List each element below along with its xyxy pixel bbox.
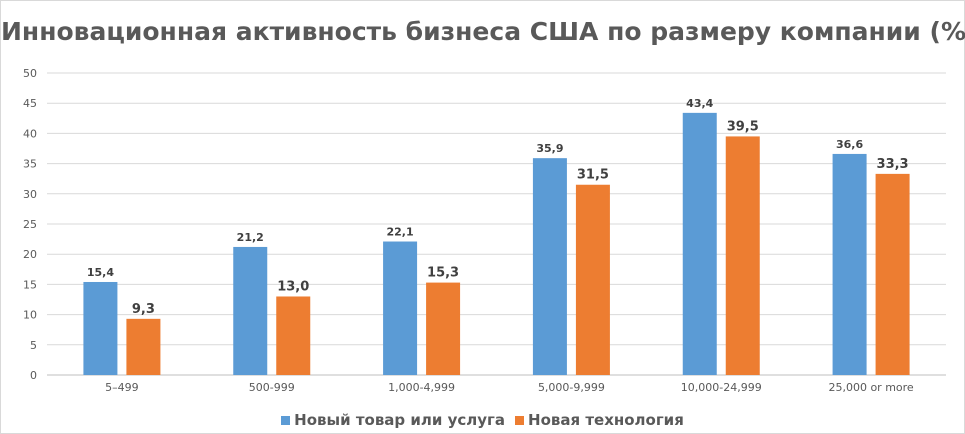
x-tick-label: 1,000-4,999 <box>388 381 455 394</box>
data-label-series-2: 13,0 <box>277 279 309 294</box>
bar-series-2 <box>426 282 461 375</box>
x-tick-label: 5,000-9,999 <box>538 381 605 394</box>
y-tick-label: 15 <box>23 278 37 291</box>
data-label-series-2: 39,5 <box>727 119 759 134</box>
chart-legend: Новый товар или услуга Новая технология <box>1 411 964 429</box>
data-label-series-1: 22,1 <box>387 226 414 239</box>
data-label-series-1: 43,4 <box>686 97 713 110</box>
bar-series-1 <box>233 246 268 375</box>
legend-swatch-series-2 <box>515 415 525 425</box>
data-label-series-2: 31,5 <box>577 168 609 183</box>
legend-item-series-2: Новая технология <box>515 411 684 429</box>
x-tick-label: 5–499 <box>105 381 139 394</box>
y-tick-label: 40 <box>23 127 37 140</box>
legend-swatch-series-1 <box>281 415 291 425</box>
x-tick-label: 10,000-24,999 <box>681 381 762 394</box>
y-tick-label: 50 <box>23 67 37 80</box>
bar-series-1 <box>532 158 567 375</box>
data-label-series-1: 15,4 <box>87 266 114 279</box>
data-label-series-1: 21,2 <box>237 231 264 244</box>
y-tick-label: 10 <box>23 309 37 322</box>
bar-series-1 <box>83 281 118 375</box>
y-tick-label: 25 <box>23 218 37 231</box>
data-label-series-2: 9,3 <box>132 302 155 317</box>
y-tick-label: 30 <box>23 188 37 201</box>
bar-series-2 <box>575 184 610 375</box>
legend-item-series-1: Новый товар или услуга <box>281 411 505 429</box>
x-tick-label: 500-999 <box>249 381 295 394</box>
y-tick-label: 0 <box>30 369 37 382</box>
bar-series-1 <box>682 112 717 375</box>
y-tick-label: 35 <box>23 158 37 171</box>
bar-series-2 <box>276 296 311 375</box>
bar-series-1 <box>832 153 867 375</box>
data-label-series-2: 33,3 <box>877 157 909 172</box>
bar-series-2 <box>126 318 161 375</box>
bar-series-2 <box>725 136 760 375</box>
y-tick-label: 20 <box>23 248 37 261</box>
bar-series-1 <box>383 241 418 375</box>
bar-series-2 <box>875 173 910 375</box>
data-label-series-1: 36,6 <box>836 138 863 151</box>
data-label-series-1: 35,9 <box>536 142 563 155</box>
x-tick-label: 25,000 or more <box>828 381 913 394</box>
legend-label-series-1: Новый товар или услуга <box>294 411 506 429</box>
y-tick-label: 45 <box>23 97 37 110</box>
chart-title: Инновационная активность бизнеса США по … <box>1 17 965 46</box>
data-label-series-2: 15,3 <box>427 266 459 281</box>
legend-label-series-2: Новая технология <box>528 411 684 429</box>
y-tick-label: 5 <box>30 339 37 352</box>
